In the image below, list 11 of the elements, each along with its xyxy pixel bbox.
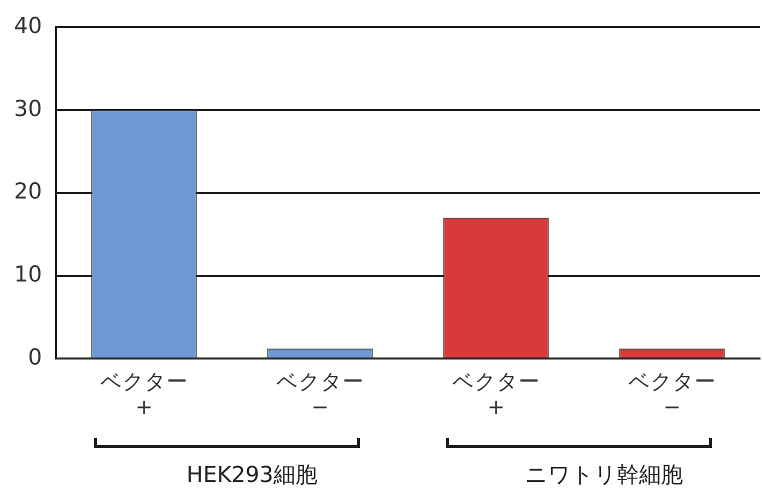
y-tick-label: 0 [28, 345, 42, 370]
x-tick-label: ベクター + [100, 370, 188, 419]
y-tick-label: 40 [14, 14, 42, 39]
x-tick-label: ベクター − [276, 370, 364, 419]
x-tick-label: ベクター − [628, 370, 716, 419]
text: HEK293細胞 [186, 462, 318, 490]
x-tick-label: ベクター + [452, 370, 540, 419]
text: ニワトリ幹細胞 [524, 462, 683, 490]
y-tick-label: 10 [14, 262, 42, 288]
y-tick-label: 30 [14, 96, 42, 122]
y-tick-label: 20 [14, 180, 42, 205]
